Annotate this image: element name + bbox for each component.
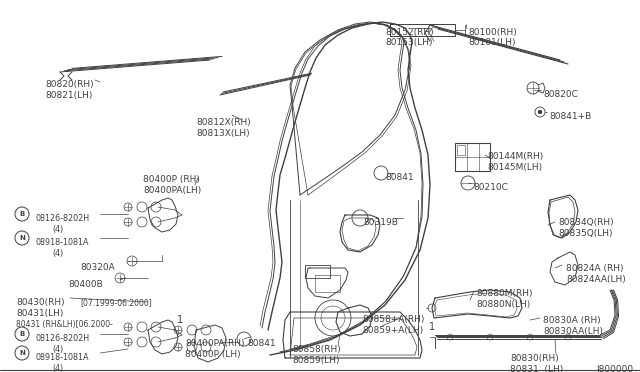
Text: B: B: [19, 331, 24, 337]
Text: 80820(RH): 80820(RH): [45, 80, 93, 89]
Text: 80820C: 80820C: [543, 90, 578, 99]
Bar: [457, 145, 465, 155]
Text: 80880N(LH): 80880N(LH): [476, 300, 531, 309]
Text: 80431(LH): 80431(LH): [16, 309, 63, 318]
Text: 80319B: 80319B: [363, 218, 398, 227]
Text: J800000: J800000: [596, 365, 633, 372]
Circle shape: [538, 110, 542, 114]
Text: 80400B: 80400B: [68, 280, 103, 289]
Text: (4): (4): [52, 364, 63, 372]
Text: 80813X(LH): 80813X(LH): [196, 129, 250, 138]
Text: (4): (4): [52, 345, 63, 354]
Text: [07.1999-06.2000]: [07.1999-06.2000]: [80, 298, 152, 307]
Text: 80320A: 80320A: [80, 263, 115, 272]
Text: 80210C: 80210C: [473, 183, 508, 192]
Text: 80153(LH): 80153(LH): [385, 38, 433, 47]
Bar: [455, 143, 490, 171]
Text: 80830A (RH): 80830A (RH): [543, 316, 601, 325]
Text: 80145M(LH): 80145M(LH): [487, 163, 542, 172]
Text: B: B: [19, 211, 24, 217]
Text: 08126-8202H: 08126-8202H: [36, 214, 90, 223]
Text: 80100(RH): 80100(RH): [468, 28, 516, 37]
Text: 80841: 80841: [385, 173, 413, 182]
Text: 1: 1: [429, 322, 435, 332]
Text: 80821(LH): 80821(LH): [45, 91, 92, 100]
Text: 08918-1081A: 08918-1081A: [36, 238, 90, 247]
Text: 80400P (LH): 80400P (LH): [185, 350, 241, 359]
Text: 80144M(RH): 80144M(RH): [487, 152, 543, 161]
Text: 80400PA(LH): 80400PA(LH): [143, 186, 201, 195]
Text: (4): (4): [52, 225, 63, 234]
Text: 80831  (LH): 80831 (LH): [510, 365, 563, 372]
Text: 1: 1: [177, 315, 183, 325]
Text: 80101(LH): 80101(LH): [468, 38, 515, 47]
Text: 80824A (RH): 80824A (RH): [566, 264, 623, 273]
Text: 80830(RH): 80830(RH): [510, 354, 559, 363]
Text: 80812X(RH): 80812X(RH): [196, 118, 251, 127]
Text: 80830AA(LH): 80830AA(LH): [543, 327, 603, 336]
Text: 80859+A(LH): 80859+A(LH): [362, 326, 423, 335]
Text: 08918-1081A: 08918-1081A: [36, 353, 90, 362]
Text: 80400P (RH): 80400P (RH): [143, 175, 200, 184]
Text: 80431 (RH&LH)[06.2000-: 80431 (RH&LH)[06.2000-: [16, 320, 113, 329]
Text: 80859(LH): 80859(LH): [292, 356, 339, 365]
Text: 80841: 80841: [247, 339, 276, 348]
Text: 80880M(RH): 80880M(RH): [476, 289, 532, 298]
Text: (4): (4): [52, 249, 63, 258]
Text: 80835Q(LH): 80835Q(LH): [558, 229, 612, 238]
Text: 80858+A(RH): 80858+A(RH): [362, 315, 424, 324]
Text: 80858(RH): 80858(RH): [292, 345, 340, 354]
Text: N: N: [19, 235, 25, 241]
Text: 80841+B: 80841+B: [549, 112, 591, 121]
Text: 80152(RH): 80152(RH): [385, 28, 434, 37]
Text: 80430(RH): 80430(RH): [16, 298, 65, 307]
Text: 80834Q(RH): 80834Q(RH): [558, 218, 614, 227]
Text: 80824AA(LH): 80824AA(LH): [566, 275, 626, 284]
Text: 80400PA(RH): 80400PA(RH): [185, 339, 244, 348]
Text: N: N: [19, 350, 25, 356]
Text: 08126-8202H: 08126-8202H: [36, 334, 90, 343]
